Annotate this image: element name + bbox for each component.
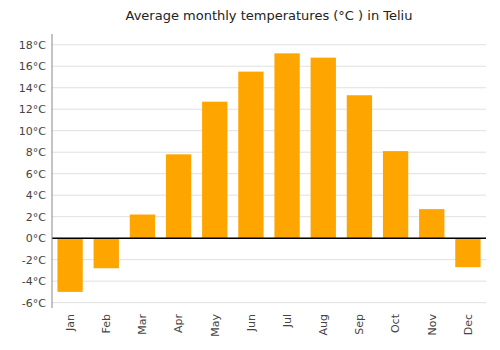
grid-line	[52, 66, 486, 67]
grid-line	[52, 195, 486, 196]
y-tick-label: 16°C	[19, 60, 46, 73]
grid-line	[52, 281, 486, 282]
bar	[238, 72, 263, 239]
grid-line	[52, 109, 486, 110]
bar	[130, 215, 155, 239]
y-tick-label: -2°C	[22, 254, 46, 267]
chart-svg: Average monthly temperatures (°C ) in Te…	[0, 0, 500, 350]
y-tick-label: 18°C	[19, 39, 46, 52]
title: Average monthly temperatures (°C ) in Te…	[126, 8, 413, 23]
y-tick-label: -6°C	[22, 297, 46, 310]
x-tick-label: May	[209, 314, 222, 337]
y-tick-label: 0°C	[26, 232, 46, 245]
bar	[383, 151, 408, 238]
bars	[57, 53, 480, 292]
bar	[57, 238, 82, 292]
x-tick-label: Aug	[317, 314, 330, 335]
bar	[94, 238, 119, 268]
bar	[274, 53, 299, 238]
x-tick-label: Dec	[462, 314, 475, 335]
y-tick-label: 2°C	[26, 211, 46, 224]
grid	[52, 45, 486, 303]
x-tick-label: Jul	[281, 314, 294, 328]
x-tick-label: Apr	[172, 314, 185, 334]
grid-line	[52, 302, 486, 303]
x-tick-label: Nov	[426, 314, 439, 336]
bar	[202, 102, 227, 238]
grid-line	[52, 87, 486, 88]
x-tick-label: Oct	[389, 313, 402, 333]
x-tick-label: Mar	[136, 314, 149, 335]
grid-line	[52, 173, 486, 174]
zero-line	[52, 237, 486, 239]
x-tick-label: Feb	[100, 314, 113, 333]
y-tick-label: 14°C	[19, 82, 46, 95]
grid-line	[52, 152, 486, 153]
bar	[347, 95, 372, 238]
y-tick-label: 12°C	[19, 103, 46, 116]
y-axis-line	[52, 34, 53, 308]
x-tick-label: Jun	[245, 314, 258, 332]
y-tick-label: 8°C	[26, 146, 46, 159]
y-tick-label: 4°C	[26, 189, 46, 202]
grid-line	[52, 238, 486, 239]
y-tick-label: -4°C	[22, 275, 46, 288]
bar	[311, 58, 336, 239]
grid-line	[52, 130, 486, 131]
bar	[455, 238, 480, 267]
grid-line	[52, 44, 486, 45]
bar	[419, 209, 444, 238]
x-tick-label: Sep	[353, 314, 366, 335]
chart-container: Average monthly temperatures (°C ) in Te…	[0, 0, 500, 350]
bar	[166, 154, 191, 238]
x-tick-label: Jan	[64, 314, 77, 332]
y-tick-label: 6°C	[26, 168, 46, 181]
y-tick-label: 10°C	[19, 125, 46, 138]
